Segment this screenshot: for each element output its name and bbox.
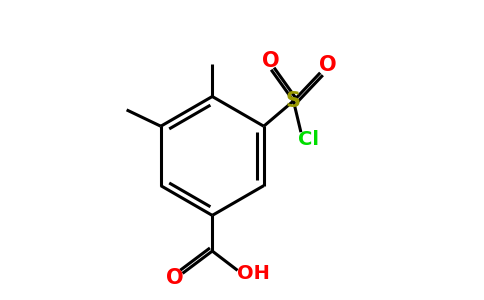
Text: S: S [286,91,301,111]
Text: O: O [166,268,184,288]
Text: O: O [319,55,336,75]
Text: OH: OH [238,264,271,283]
Text: Cl: Cl [298,130,319,149]
Text: O: O [262,51,280,71]
